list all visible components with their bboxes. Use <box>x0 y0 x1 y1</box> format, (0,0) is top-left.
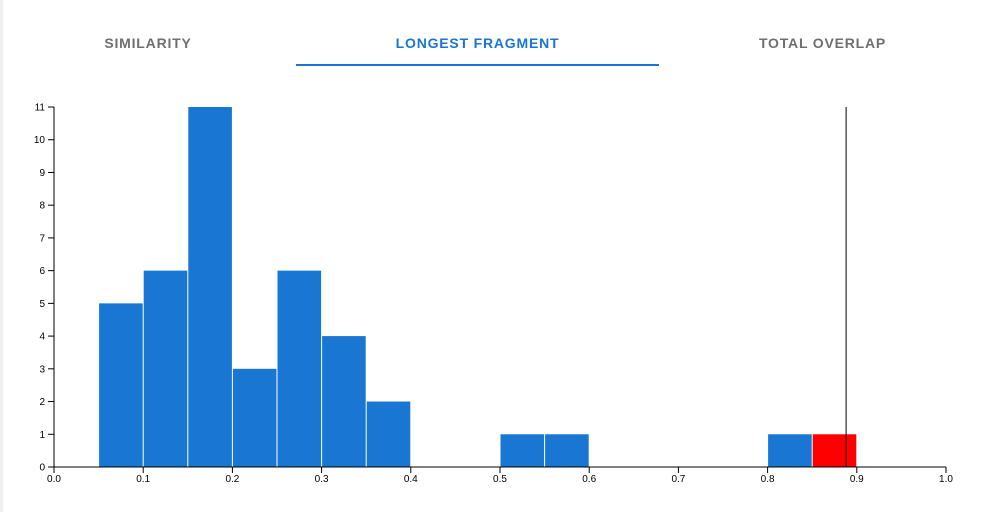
y-tick-label: 8 <box>39 201 45 212</box>
active-tab-indicator <box>296 64 659 66</box>
x-tick-label: 0.9 <box>850 474 864 485</box>
tab-total-overlap-label: TOTAL OVERLAP <box>758 35 887 51</box>
y-tick-label: 4 <box>39 332 45 343</box>
x-tick-label: 0.7 <box>671 474 685 485</box>
left-border <box>0 0 3 512</box>
histogram-bar <box>143 270 188 467</box>
histogram-bar <box>500 434 545 467</box>
y-tick-label: 6 <box>39 266 45 277</box>
y-tick-label: 3 <box>39 364 45 375</box>
tab-longest-fragment-label: LONGEST FRAGMENT <box>395 35 560 51</box>
x-tick-label: 0.2 <box>225 474 239 485</box>
tab-total-overlap[interactable]: TOTAL OVERLAP <box>659 0 986 86</box>
x-tick-label: 0.1 <box>136 474 150 485</box>
y-tick-label: 11 <box>35 103 46 114</box>
y-axis: 0 1 2 3 4 5 6 7 8 9 10 11 <box>34 103 55 474</box>
x-tick-label: 1.0 <box>939 474 953 485</box>
x-tick-label: 0.5 <box>493 474 507 485</box>
histogram-bar <box>768 434 812 467</box>
histogram-bar <box>277 270 322 467</box>
histogram-bar <box>322 336 366 467</box>
y-tick-label: 9 <box>39 168 45 179</box>
tab-bar: SIMILARITY LONGEST FRAGMENT TOTAL OVERLA… <box>0 0 986 68</box>
tab-longest-fragment[interactable]: LONGEST FRAGMENT <box>296 0 659 86</box>
x-axis: 0.0 0.1 0.2 0.3 0.4 0.5 0.6 0.7 0.8 0.9 1.0 <box>47 466 953 485</box>
tab-similarity-label: SIMILARITY <box>104 35 192 51</box>
histogram-bar <box>545 434 589 467</box>
y-tick-label: 0 <box>39 463 45 474</box>
y-tick-label: 2 <box>39 397 45 408</box>
histogram-bar <box>366 401 411 467</box>
histogram-bar <box>99 303 143 467</box>
x-tick-label: 0.8 <box>761 474 775 485</box>
x-tick-label: 0.6 <box>582 474 596 485</box>
x-tick-label: 0.0 <box>47 474 61 485</box>
y-tick-label: 1 <box>39 430 45 441</box>
x-tick-label: 0.3 <box>315 474 329 485</box>
tab-similarity[interactable]: SIMILARITY <box>0 0 296 86</box>
y-tick-label: 5 <box>39 299 45 310</box>
histogram-bar <box>232 368 277 467</box>
x-tick-label: 0.4 <box>404 474 418 485</box>
y-tick-label: 7 <box>39 233 45 244</box>
histogram-bar <box>188 107 232 467</box>
y-tick-label: 10 <box>34 135 46 146</box>
histogram-bar-highlighted <box>812 434 857 467</box>
bars-group <box>99 107 857 467</box>
